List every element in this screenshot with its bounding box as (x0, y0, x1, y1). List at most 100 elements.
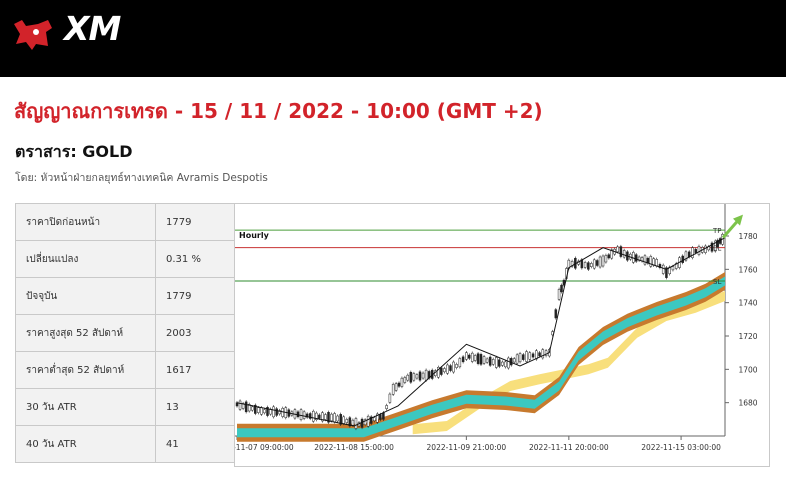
candle-body (315, 412, 318, 420)
candle-body (394, 383, 398, 391)
stats-value: 1779 (155, 277, 235, 315)
candle-body (501, 361, 504, 366)
candle-body (622, 250, 626, 258)
candle-body (281, 408, 284, 417)
candle-body (554, 309, 558, 319)
instrument-title: ตราสาร: GOLD (15, 142, 133, 161)
candle-body (528, 352, 532, 360)
candle-body (260, 407, 263, 415)
x-tick-label: 2-11-07 09:00:00 (235, 443, 294, 452)
candle-body (437, 367, 440, 378)
candle-body (275, 408, 278, 416)
candle-body (619, 246, 623, 257)
candle-body (691, 247, 694, 258)
candle-body (424, 369, 428, 381)
stats-row: 40 วัน ATR 41 (15, 425, 235, 463)
candle-body (610, 249, 614, 259)
y-tick-label: 1760 (738, 265, 757, 274)
stats-value: 0.31 % (155, 240, 235, 278)
candle-body (538, 352, 541, 357)
candle-body (598, 256, 602, 268)
candle-body (418, 371, 422, 381)
candle-body (360, 418, 364, 428)
candle-body (479, 354, 483, 365)
candle-body (607, 254, 611, 259)
candle-body (336, 415, 339, 422)
stats-row: เปลี่ยนแปลง 0.31 % (15, 240, 235, 278)
candle-body (512, 358, 516, 363)
bull-icon (14, 20, 52, 50)
candle-body (369, 416, 373, 424)
candle-body (363, 419, 367, 425)
candle-body (421, 372, 425, 379)
candle-body (376, 413, 379, 423)
stats-table: ราคาปิดก่อนหน้า 1779 เปลี่ยนแปลง 0.31 % ปัจจ… (15, 203, 235, 463)
candle-body (465, 352, 468, 360)
candle-body (461, 356, 465, 363)
candle-body (348, 417, 352, 427)
candle-body (351, 419, 355, 426)
candle-body (333, 413, 336, 423)
candle-body (342, 416, 345, 424)
candle-body (590, 263, 593, 267)
trend-line (236, 237, 726, 427)
stats-label: ราคาปิดก่อนหน้า (15, 203, 156, 241)
stats-label: ราคาสูงสุด 52 สัปดาห์ (15, 314, 156, 352)
candle-body (649, 256, 653, 267)
candle-body (455, 364, 458, 368)
candle-body (518, 353, 522, 363)
candle-body (409, 372, 413, 383)
candle-body (473, 355, 477, 361)
candle-body (272, 406, 275, 418)
arrow-head-icon (733, 214, 743, 226)
candle-body (312, 410, 315, 422)
candle-body (507, 357, 510, 369)
author-byline: โดย: หัวหน้าฝ่ายกลยุทธ์ทางเทคนิค Avramis… (15, 172, 268, 184)
candle-body (443, 368, 446, 373)
candle-body (601, 255, 605, 267)
logo-wordmark: XM (64, 9, 121, 48)
candle-body (330, 413, 333, 422)
candle-body (263, 409, 266, 414)
candle-body (244, 401, 248, 413)
candle-body (251, 406, 254, 411)
candle-body (339, 414, 342, 425)
stats-label: 30 วัน ATR (15, 388, 156, 426)
stats-row: ราคาสูงสุด 52 สัปดาห์ 2003 (15, 314, 235, 352)
page-title: สัญญาณการเทรด - 15 / 11 / 2022 - 10:00 (… (14, 99, 543, 123)
candle-body (485, 358, 489, 363)
xm-logo (14, 20, 52, 50)
stats-row: ปัจจุบัน 1779 (15, 277, 235, 315)
candle-body (324, 414, 327, 420)
candle-body (391, 384, 395, 395)
top-bar: XM (0, 0, 786, 77)
candle-body (327, 412, 330, 423)
candle-body (238, 400, 242, 410)
y-tick-label: 1720 (738, 332, 757, 341)
candle-body (488, 356, 492, 366)
candle-body (382, 412, 385, 420)
candle-body (504, 361, 507, 368)
candle-body (541, 349, 545, 359)
candle-body (495, 357, 498, 368)
candle-body (661, 264, 665, 274)
candle-body (482, 356, 486, 364)
candle-body (412, 373, 416, 381)
candle-body (713, 240, 717, 252)
candle-body (616, 246, 619, 253)
candle-body (671, 266, 675, 271)
candle-body (388, 393, 392, 403)
candle-body (379, 414, 382, 420)
y-tick-label: 1740 (738, 299, 757, 308)
candle-body (491, 359, 495, 365)
candle-body (257, 407, 260, 413)
candle-body (560, 284, 563, 293)
chart-title: Hourly (239, 231, 270, 240)
candle-body (247, 404, 251, 412)
candle-body (522, 354, 525, 360)
candle-body (476, 353, 480, 364)
candle-body (643, 255, 647, 265)
candle-body (400, 377, 404, 387)
candle-body (595, 260, 599, 266)
y-tick-label: 1680 (738, 399, 757, 408)
